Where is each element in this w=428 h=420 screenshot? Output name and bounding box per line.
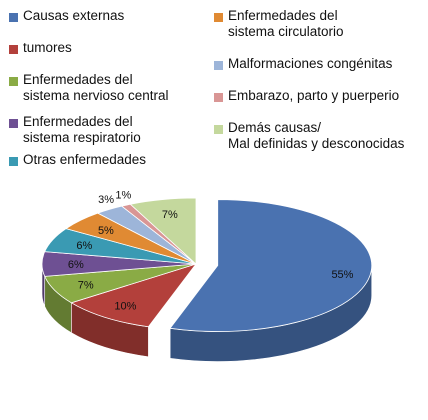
legend-item: Enfermedades del sistema nervioso centra…: [9, 72, 169, 104]
legend-item: Causas externas: [9, 8, 124, 24]
pie-slice-0: [169, 199, 373, 332]
legend-label: Embarazo, parto y puerperio: [228, 88, 400, 103]
legend-item: Enfermedades del sistema circulatorio: [214, 8, 344, 40]
data-label: 10%: [114, 301, 136, 313]
legend-item: Malformaciones congénitas: [214, 56, 392, 72]
legend-swatch: [9, 119, 18, 128]
legend-label: Enfermedades del sistema circulatorio: [228, 8, 344, 39]
legend-label: tumores: [23, 40, 72, 55]
data-label: 1%: [115, 189, 131, 201]
legend-label: Otras enfermedades: [23, 152, 147, 167]
pie-slice-8: [129, 197, 197, 265]
data-label: 6%: [76, 240, 92, 252]
legend-label: Malformaciones congénitas: [228, 56, 393, 71]
data-label: 55%: [331, 269, 353, 281]
legend-item: Enfermedades del sistema respiratorio: [9, 114, 141, 146]
data-label: 7%: [162, 209, 178, 221]
legend-item: tumores: [9, 40, 72, 56]
legend-label: Enfermedades del sistema respiratorio: [23, 114, 141, 145]
legend-item: Demás causas/ Mal definidas y desconocid…: [214, 120, 404, 152]
legend-swatch: [9, 13, 18, 22]
legend-swatch: [9, 45, 18, 54]
data-label-layer: 55% 10% 7% 6% 6% 5% 3% 1% 7%: [68, 189, 354, 312]
legend-swatch: [214, 61, 223, 70]
legend-label: Enfermedades del sistema nervioso centra…: [23, 72, 169, 103]
data-label: 6%: [68, 259, 84, 271]
legend-item: Otras enfermedades: [9, 152, 146, 168]
data-label: 7%: [78, 279, 94, 291]
pie-top-layer: [41, 197, 373, 332]
legend-swatch: [214, 125, 223, 134]
legend-item: Embarazo, parto y puerperio: [214, 88, 399, 104]
data-label: 3%: [98, 194, 114, 206]
legend-label: Causas externas: [23, 8, 125, 23]
pie-slice-1: [70, 263, 198, 328]
legend-swatch: [214, 13, 223, 22]
chart-legend: Causas externas Enfermedades del sistema …: [0, 0, 428, 180]
data-label: 5%: [98, 225, 114, 237]
legend-label: Demás causas/ Mal definidas y desconocid…: [228, 120, 405, 151]
legend-swatch: [9, 77, 18, 86]
legend-swatch: [9, 157, 18, 166]
legend-swatch: [214, 93, 223, 102]
